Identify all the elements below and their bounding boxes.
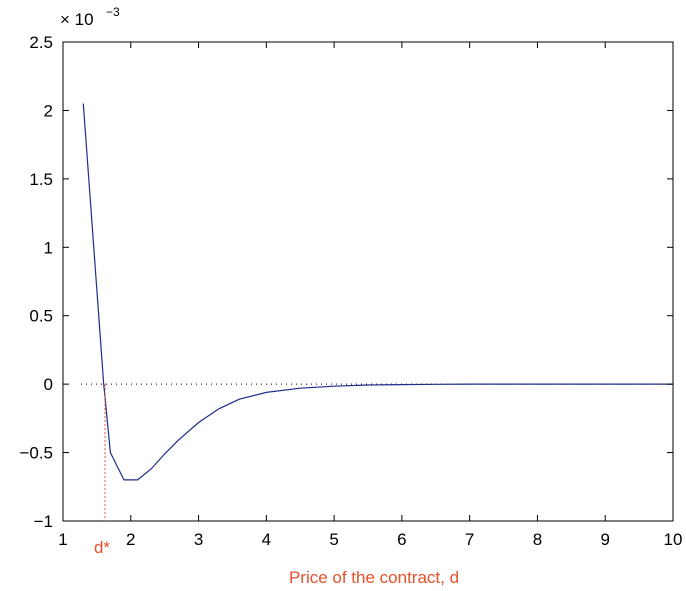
- series-line: [82, 103, 673, 481]
- y-scale-factor-exponent: −3: [106, 5, 120, 19]
- x-tick-label: 5: [329, 530, 338, 549]
- tick-layer: 1 2 3 4 5 6 7 8 9 10 −1 −0.5 0 0.5 1 1.5 2 2.5: [19, 33, 682, 549]
- y-tick-label: −1: [34, 512, 53, 531]
- y-scale-factor-base: × 10: [60, 10, 94, 29]
- annotation-layer: d*: [94, 384, 110, 557]
- x-tick-label: 8: [533, 530, 542, 549]
- plot-area: [62, 41, 674, 522]
- y-tick-label: 2: [44, 101, 53, 120]
- series-layer: [82, 103, 673, 481]
- x-tick-label: 7: [465, 530, 474, 549]
- y-tick-label: 0.5: [29, 307, 53, 326]
- y-tick-label: 0: [44, 375, 53, 394]
- x-tick-label: 9: [600, 530, 609, 549]
- plot-border: [62, 41, 674, 522]
- x-tick-label: 4: [262, 530, 271, 549]
- d-star-label: d*: [94, 538, 110, 557]
- x-axis-title: Price of the contract, d: [289, 568, 459, 587]
- y-scale-factor: × 10 −3: [60, 5, 120, 29]
- x-tick-label: 3: [194, 530, 203, 549]
- x-tick-label: 10: [664, 530, 683, 549]
- x-tick-label: 6: [397, 530, 406, 549]
- y-tick-label: 1.5: [29, 170, 53, 189]
- y-tick-label: −0.5: [19, 444, 53, 463]
- x-tick-label: 2: [126, 530, 135, 549]
- y-tick-label: 2.5: [29, 33, 53, 52]
- x-tick-label: 1: [58, 530, 67, 549]
- y-tick-label: 1: [44, 238, 53, 257]
